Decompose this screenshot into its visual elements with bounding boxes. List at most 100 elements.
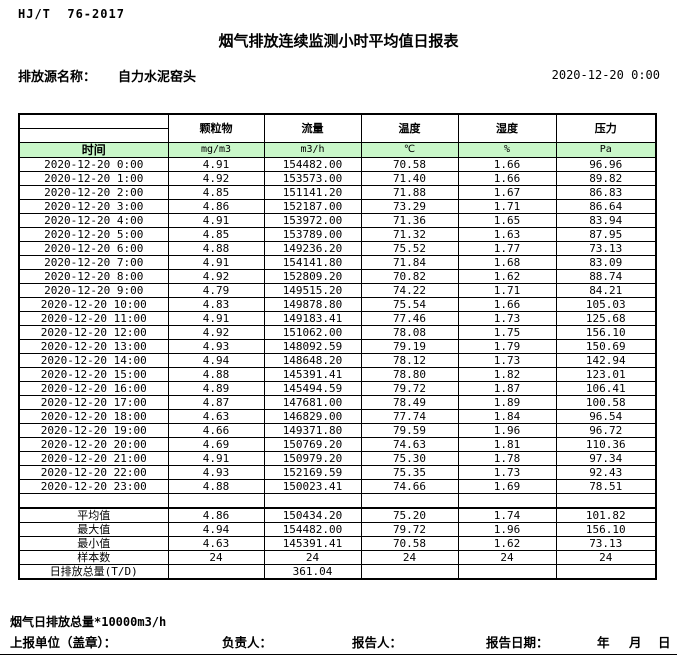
value-cell [360, 493, 459, 509]
table-row: 2020-12-20 14:00 4.94 148648.20 78.12 1.73 14… [18, 353, 657, 368]
value-cell: 153573.00 [263, 171, 362, 186]
value-cell: 101.82 [555, 507, 657, 523]
value-cell: 110.36 [555, 437, 657, 452]
value-cell: 77.74 [360, 409, 459, 424]
value-cell: 24 [360, 550, 459, 565]
col-header-flow: 流量 [263, 113, 362, 143]
value-cell: 1.87 [457, 381, 557, 396]
value-cell: 4.92 [167, 269, 265, 284]
value-cell: 4.93 [167, 465, 265, 480]
row-label-cell: 2020-12-20 13:00 [18, 339, 169, 354]
value-cell [360, 564, 459, 580]
value-cell: 73.13 [555, 536, 657, 551]
report-date-label: 报告日期： [486, 635, 549, 650]
value-cell: 75.54 [360, 297, 459, 312]
value-cell: 71.40 [360, 171, 459, 186]
value-cell: 4.91 [167, 213, 265, 228]
value-cell: 71.36 [360, 213, 459, 228]
value-cell: 4.89 [167, 381, 265, 396]
table-row: 2020-12-20 16:00 4.89 145494.59 79.72 1.87 10… [18, 381, 657, 396]
summary-row: 最小值 4.63 145391.41 70.58 1.62 73.13 [18, 536, 657, 551]
value-cell: 77.46 [360, 311, 459, 326]
value-cell: 78.80 [360, 367, 459, 382]
value-cell: 150434.20 [263, 507, 362, 523]
table-row: 2020-12-20 12:00 4.92 151062.00 78.08 1.75 15… [18, 325, 657, 340]
value-cell: 149236.20 [263, 241, 362, 256]
value-cell: 153972.00 [263, 213, 362, 228]
value-cell: 1.74 [457, 507, 557, 523]
value-cell: 79.72 [360, 381, 459, 396]
table-row: 2020-12-20 18:00 4.63 146829.00 77.74 1.84 96… [18, 409, 657, 424]
value-cell: 156.10 [555, 522, 657, 537]
value-cell: 151062.00 [263, 325, 362, 340]
row-label-cell: 2020-12-20 9:00 [18, 283, 169, 298]
report-unit-label: 上报单位（盖章）： [10, 635, 117, 650]
value-cell: 4.91 [167, 451, 265, 466]
value-cell: 106.41 [555, 381, 657, 396]
row-label-cell: 日排放总量(T/D) [18, 564, 169, 580]
value-cell: 70.82 [360, 269, 459, 284]
row-label-cell: 2020-12-20 11:00 [18, 311, 169, 326]
value-cell: 89.82 [555, 171, 657, 186]
summary-row: 最大值 4.94 154482.00 79.72 1.96 156.10 [18, 522, 657, 537]
value-cell: 152187.00 [263, 199, 362, 214]
value-cell: 78.12 [360, 353, 459, 368]
value-cell: 75.20 [360, 507, 459, 523]
value-cell: 24 [457, 550, 557, 565]
row-label-cell: 2020-12-20 0:00 [18, 157, 169, 172]
value-cell: 146829.00 [263, 409, 362, 424]
value-cell: 152809.20 [263, 269, 362, 284]
value-cell: 92.43 [555, 465, 657, 480]
value-cell: 24 [555, 550, 657, 565]
value-cell: 74.22 [360, 283, 459, 298]
value-cell: 1.75 [457, 325, 557, 340]
value-cell: 74.66 [360, 479, 459, 494]
table-row: 2020-12-20 13:00 4.93 148092.59 79.19 1.79 15… [18, 339, 657, 354]
value-cell: 123.01 [555, 367, 657, 382]
unit-pressure: Pa [555, 142, 657, 158]
value-cell: 1.81 [457, 437, 557, 452]
table-row: 2020-12-20 23:00 4.88 150023.41 74.66 1.69 78… [18, 479, 657, 494]
value-cell: 1.73 [457, 465, 557, 480]
value-cell: 4.91 [167, 311, 265, 326]
value-cell: 1.63 [457, 227, 557, 242]
header-empty-cell-bottom [18, 128, 169, 143]
bottom-divider [0, 654, 677, 655]
value-cell: 4.85 [167, 185, 265, 200]
signature-row: 上报单位（盖章）： 负责人： 报告人： 报告日期： 年 月 日 [0, 632, 677, 650]
row-label-cell: 2020-12-20 20:00 [18, 437, 169, 452]
summary-row: 日排放总量(T/D) 361.04 [18, 564, 657, 580]
value-cell: 4.92 [167, 171, 265, 186]
row-label-cell: 平均值 [18, 507, 169, 523]
unit-flow: m3/h [263, 142, 362, 158]
table-row: 2020-12-20 4:00 4.91 153972.00 71.36 1.65 83.… [18, 213, 657, 228]
row-label-cell: 2020-12-20 1:00 [18, 171, 169, 186]
day-label: 日 [658, 635, 671, 650]
value-cell: 70.58 [360, 157, 459, 172]
value-cell: 1.69 [457, 479, 557, 494]
value-cell: 4.91 [167, 157, 265, 172]
value-cell: 150023.41 [263, 479, 362, 494]
value-cell: 100.58 [555, 395, 657, 410]
value-cell [555, 493, 657, 509]
value-cell: 1.71 [457, 199, 557, 214]
value-cell: 149371.80 [263, 423, 362, 438]
value-cell: 83.94 [555, 213, 657, 228]
table-row: 2020-12-20 19:00 4.66 149371.80 79.59 1.96 96… [18, 423, 657, 438]
value-cell: 87.95 [555, 227, 657, 242]
value-cell: 1.73 [457, 353, 557, 368]
table-row: 2020-12-20 6:00 4.88 149236.20 75.52 1.77 73.… [18, 241, 657, 256]
table-row: 2020-12-20 5:00 4.85 153789.00 71.32 1.63 87.… [18, 227, 657, 242]
row-label-cell [18, 493, 169, 509]
value-cell [555, 564, 657, 580]
value-cell: 361.04 [263, 564, 362, 580]
value-cell: 4.88 [167, 479, 265, 494]
value-cell: 4.87 [167, 395, 265, 410]
value-cell: 1.65 [457, 213, 557, 228]
row-label-cell: 2020-12-20 22:00 [18, 465, 169, 480]
unit-particulate: mg/m3 [167, 142, 265, 158]
value-cell: 1.68 [457, 255, 557, 270]
row-label-cell: 2020-12-20 6:00 [18, 241, 169, 256]
row-label-cell: 2020-12-20 4:00 [18, 213, 169, 228]
value-cell: 88.74 [555, 269, 657, 284]
